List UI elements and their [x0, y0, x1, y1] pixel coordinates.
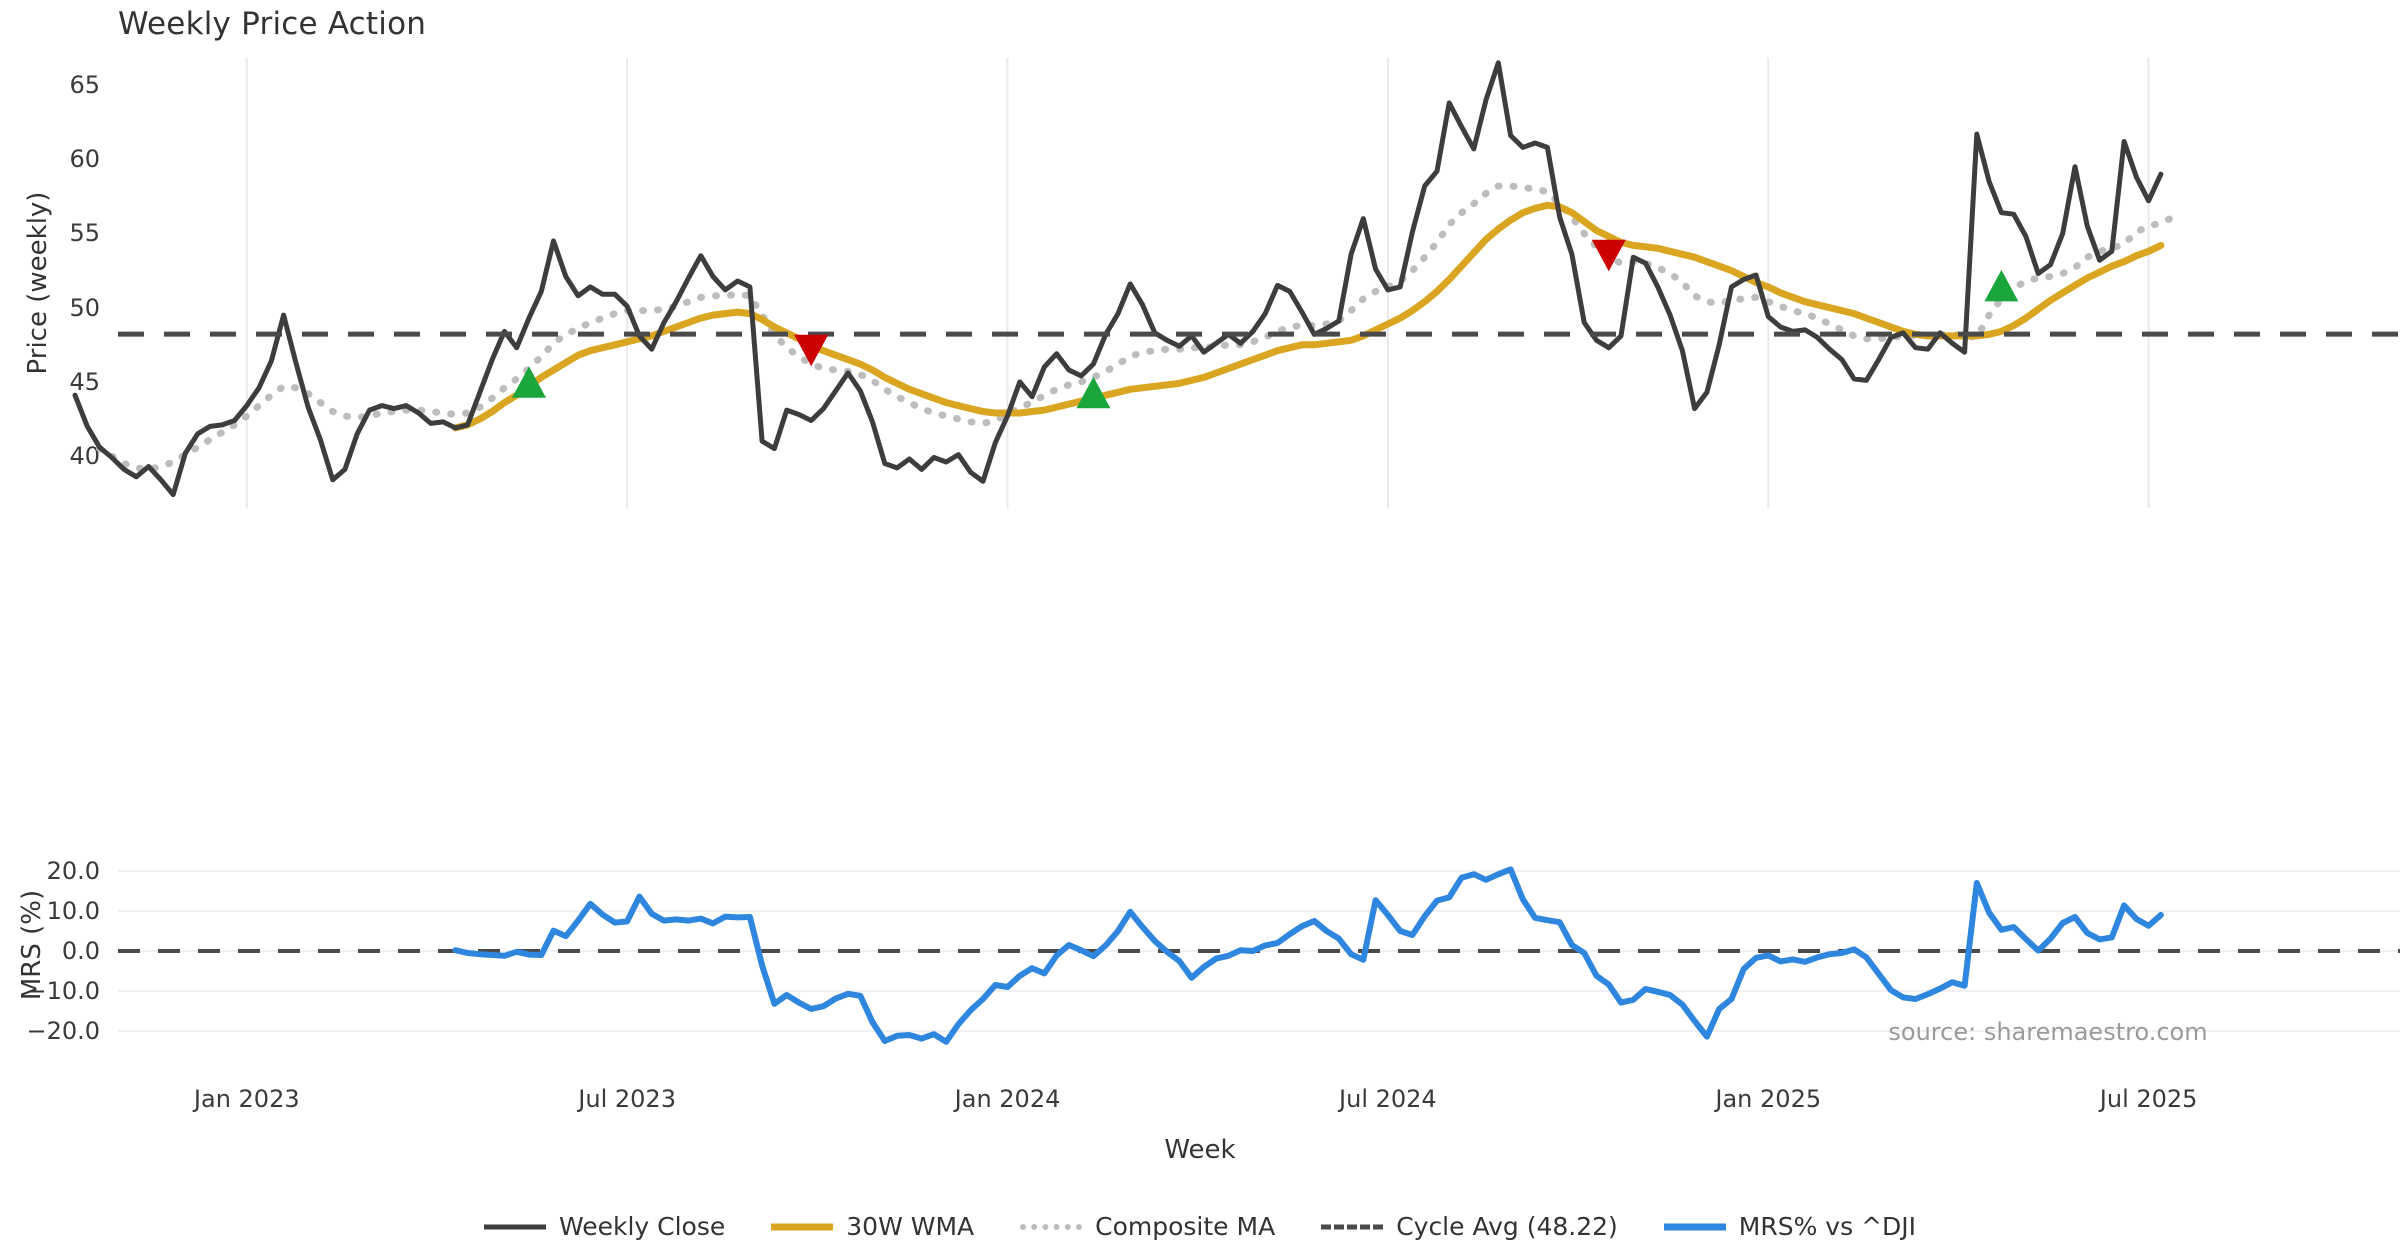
- legend-cycle-avg-swatch-icon: [1321, 1216, 1384, 1238]
- x-axis-label: Week: [1164, 1135, 1236, 1165]
- legend-weekly-close-label: Weekly Close: [558, 1212, 726, 1241]
- series-30w-wma: [451, 201, 2165, 432]
- x-tick-label: Jul 2025: [2099, 1085, 2198, 1113]
- x-tick-label: Jan 2025: [1715, 1085, 1822, 1113]
- buy-signal-marker[interactable]: [1076, 376, 1111, 409]
- chart-legend: Weekly Close 30W WMA Composite MA Cycle Avg…: [0, 1212, 2400, 1241]
- sell-signal-marker[interactable]: [794, 334, 829, 367]
- buy-signal-marker[interactable]: [1984, 269, 2019, 302]
- legend-30w-wma-swatch-icon: [771, 1216, 834, 1238]
- mrs-y-tick-label: 10.0: [46, 897, 100, 925]
- legend-composite-ma-swatch-icon: [1020, 1216, 1083, 1238]
- x-tick-label: Jul 2024: [1339, 1085, 1437, 1113]
- mrs-y-tick-label: −20.0: [26, 1017, 100, 1045]
- page-title: Weekly Price Action: [118, 6, 427, 42]
- legend-30w-wma[interactable]: 30W WMA: [771, 1212, 974, 1241]
- mrs-y-tick-label: 0.0: [61, 937, 100, 965]
- sell-signal-marker[interactable]: [1591, 239, 1626, 272]
- buy-signal-marker[interactable]: [511, 366, 546, 398]
- legend-mrs-swatch-icon: [1663, 1216, 1726, 1238]
- legend-weekly-close-swatch-icon: [483, 1216, 546, 1238]
- x-tick-label: Jan 2024: [954, 1085, 1061, 1113]
- legend-composite-ma-label: Composite MA: [1095, 1212, 1276, 1241]
- legend-cycle-avg[interactable]: Cycle Avg (48.22): [1321, 1212, 1618, 1241]
- price-y-tick-label: 60: [69, 145, 100, 174]
- x-tick-label: Jul 2023: [578, 1085, 676, 1113]
- x-tick-label: Jan 2023: [193, 1085, 300, 1113]
- series-weekly-close: [72, 60, 2164, 498]
- legend-mrs-label: MRS% vs ^DJI: [1738, 1212, 1917, 1241]
- price-y-tick-label: 45: [69, 367, 100, 396]
- price-y-tick-label: 55: [69, 219, 100, 248]
- price-y-tick-label: 40: [69, 442, 100, 471]
- source-watermark: source: sharemaestro.com: [1888, 1018, 2208, 1046]
- price-y-tick-label: 50: [69, 293, 100, 322]
- legend-30w-wma-label: 30W WMA: [846, 1212, 975, 1241]
- legend-weekly-close[interactable]: Weekly Close: [483, 1212, 726, 1241]
- price-y-tick-label: 65: [69, 71, 100, 100]
- legend-composite-ma[interactable]: Composite MA: [1020, 1212, 1275, 1241]
- mrs-y-tick-label: −10.0: [26, 977, 100, 1005]
- series-mrs-pct-vs-dji: [452, 866, 2164, 1045]
- legend-mrs[interactable]: MRS% vs ^DJI: [1663, 1212, 1917, 1241]
- series-composite-ma: [96, 182, 2177, 473]
- mrs-y-tick-label: 20.0: [46, 857, 100, 885]
- legend-cycle-avg-label: Cycle Avg (48.22): [1396, 1212, 1618, 1241]
